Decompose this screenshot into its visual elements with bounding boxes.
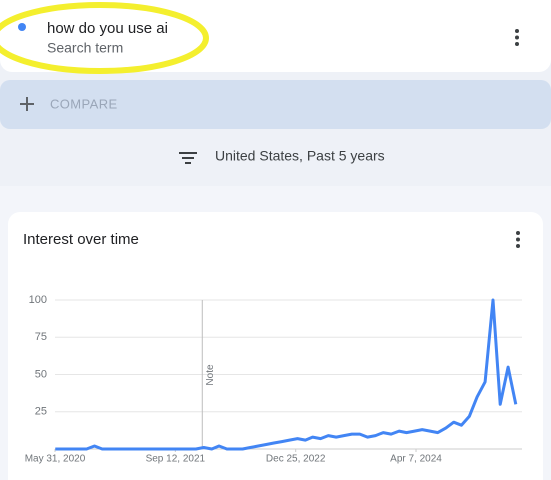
plus-icon (20, 97, 34, 111)
filter-label[interactable]: United States, Past 5 years (215, 148, 385, 164)
x-tick-label: Sep 12, 2021 (146, 454, 206, 465)
trend-line (55, 298, 518, 451)
search-card (0, 0, 551, 72)
y-tick-label: 100 (29, 294, 47, 306)
menu-button[interactable] (515, 29, 519, 46)
compare-label[interactable]: COMPARE (50, 96, 118, 111)
note-label: Note (205, 364, 216, 386)
x-tick-label: Dec 25, 2022 (266, 454, 326, 465)
x-tick-label: May 31, 2020 (25, 454, 86, 465)
filter-icon[interactable] (179, 152, 197, 164)
x-tick-label: Apr 7, 2024 (390, 454, 442, 465)
chart-title: Interest over time (23, 231, 139, 248)
y-tick-label: 75 (35, 331, 47, 343)
chart-menu[interactable] (516, 231, 520, 248)
y-tick-label: 50 (35, 368, 47, 380)
compare-bar[interactable] (0, 80, 551, 129)
chart-card (8, 212, 543, 480)
term-dot (18, 23, 26, 31)
search-kind: Search term (47, 40, 123, 56)
y-tick-label: 25 (35, 406, 47, 418)
highlight (0, 2, 209, 74)
search-term[interactable]: how do you use ai (47, 20, 168, 37)
